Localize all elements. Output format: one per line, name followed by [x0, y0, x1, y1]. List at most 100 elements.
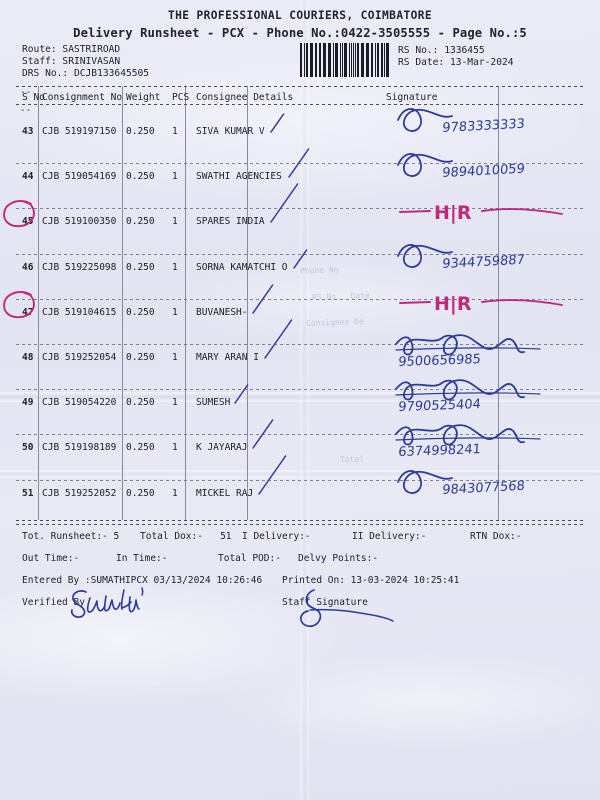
row-divider	[16, 298, 586, 300]
column-separator	[498, 86, 499, 520]
cell-consignee: BUVANESH-	[196, 306, 248, 318]
cell-consignee: K JAYARAJ	[196, 442, 248, 454]
column-header-signature: Signature	[386, 92, 438, 103]
cell-consignment-no: CJB 519198189	[42, 442, 117, 454]
column-header-consignee-details: Consignee Details	[196, 92, 294, 103]
cell-pcs: 1	[172, 487, 178, 499]
header-bottom-border	[16, 104, 586, 105]
cell-weight: 0.250	[126, 352, 155, 363]
signature-51: 9843077568	[397, 469, 526, 498]
drs-number-label: DRS No.: DCJB133645505	[22, 68, 150, 79]
column-header-consignment-no: Consignment No	[42, 92, 123, 103]
cell-consignee: SIVA KUMAR V	[196, 126, 265, 137]
staff-signature-handwriting	[299, 589, 394, 628]
staff-signature-label: Staff Signature	[282, 597, 368, 608]
entered-by-label: Entered By :SUMATHIPCX 03/13/2024 10:26:…	[22, 575, 263, 586]
cell-sno: 47	[22, 306, 34, 318]
cell-consignment-no: CJB 519104615	[42, 306, 117, 318]
row-divider	[16, 163, 586, 165]
cell-consignee: SPARES INDIA	[196, 216, 265, 228]
svg-text:9500656985: 9500656985	[398, 352, 482, 370]
cell-sno: 44	[22, 171, 34, 183]
table-bottom-border	[16, 520, 586, 521]
header-tick: --	[20, 87, 32, 98]
cell-weight: 0.250	[126, 487, 155, 499]
svg-text:9843077568: 9843077568	[442, 478, 526, 497]
consignee-tick-mark	[234, 384, 249, 404]
rs-date-label: RS Date: 13-Mar-2024	[398, 57, 514, 68]
signature-49: 9790525404	[395, 379, 541, 415]
cell-pcs: 1	[172, 442, 178, 454]
signature-48: 9500656985	[395, 334, 541, 370]
cell-pcs: 1	[172, 397, 178, 409]
cell-weight: 0.250	[126, 397, 155, 409]
cell-sno: 43	[22, 126, 34, 137]
cell-weight: 0.250	[126, 171, 155, 183]
consignee-tick-mark	[270, 113, 285, 133]
cell-weight: 0.250	[126, 306, 155, 318]
row-divider	[16, 389, 586, 391]
document-subtitle: Delivery Runsheet - PCX - Phone No.:0422…	[73, 26, 527, 40]
column-separator	[122, 86, 123, 520]
column-header-weight: Weight	[126, 92, 161, 103]
cell-pcs: 1	[172, 171, 178, 183]
cell-consignment-no: CJB 519054220	[42, 397, 117, 409]
consignee-tick-mark	[287, 148, 309, 178]
cell-consignee: SUMESH	[196, 397, 231, 409]
svg-text:9790525404: 9790525404	[398, 397, 482, 415]
signature-45: H|R	[399, 202, 563, 224]
svg-text:H|R: H|R	[434, 293, 472, 315]
cell-consignment-no: CJB 519197150	[42, 126, 117, 137]
rtn-dox-label: RTN Dox:-	[470, 531, 522, 542]
total-runsheet-label: Tot. Runsheet:- 5	[22, 531, 120, 542]
cell-sno: 51	[22, 487, 34, 499]
cell-sno: 48	[22, 352, 34, 363]
bleed-through-text: Phone No	[299, 265, 339, 276]
consignee-tick-mark	[252, 284, 274, 314]
total-pod-label: Total POD:-	[218, 553, 281, 564]
svg-text:6374998241: 6374998241	[398, 443, 482, 461]
company-title: THE PROFESSIONAL COURIERS, COIMBATORE	[167, 9, 432, 22]
cell-consignee: MARY ARAN I	[196, 352, 259, 363]
header-tick: --	[20, 105, 32, 116]
column-separator	[247, 86, 248, 520]
row-divider	[16, 479, 586, 481]
bleed-through-text: RS No. Date	[311, 290, 370, 303]
cell-consignment-no: CJB 519252052	[42, 487, 117, 499]
column-separator	[38, 86, 39, 520]
footer-divider	[16, 524, 586, 525]
cell-pcs: 1	[172, 126, 178, 137]
signature-50: 6374998241	[395, 424, 541, 461]
verified-by-signature	[70, 587, 144, 618]
cell-sno: 46	[22, 261, 34, 273]
cell-sno: 50	[22, 442, 34, 454]
rs-number-label: RS No.: 1336455	[398, 45, 485, 56]
consignee-tick-mark	[270, 183, 299, 224]
cell-weight: 0.250	[126, 126, 155, 137]
verified-by-label: Verified By	[22, 597, 85, 608]
cell-sno: 49	[22, 397, 34, 409]
svg-text:9894010059: 9894010059	[442, 162, 526, 181]
row-divider	[16, 208, 586, 210]
cell-consignment-no: CJB 519252054	[42, 352, 117, 363]
delvy-points-label: Delvy Points:-	[298, 553, 379, 564]
cell-consignee: MICKEL RAJ	[196, 487, 254, 499]
cell-weight: 0.250	[126, 442, 155, 454]
cell-sno: 45	[22, 216, 34, 228]
route-label: Route: SASTRIROAD	[22, 44, 121, 55]
consignee-tick-mark	[258, 454, 287, 495]
printed-on-label: Printed On: 13-03-2024 10:25:41	[282, 575, 460, 586]
consignee-tick-mark	[252, 419, 274, 450]
cell-weight: 0.250	[126, 216, 155, 228]
column-header-s-no: S No	[22, 92, 45, 103]
cell-consignment-no: CJB 519225098	[42, 261, 117, 273]
table-top-border	[16, 86, 586, 87]
cell-pcs: 1	[172, 261, 178, 273]
svg-text:H|R: H|R	[434, 202, 472, 224]
bleed-through-text: Consignee De	[305, 316, 364, 329]
out-time-label: Out Time:-	[22, 553, 80, 564]
cell-weight: 0.250	[126, 261, 155, 273]
cell-pcs: 1	[172, 352, 178, 363]
first-delivery-label: I Delivery:-	[242, 531, 311, 542]
